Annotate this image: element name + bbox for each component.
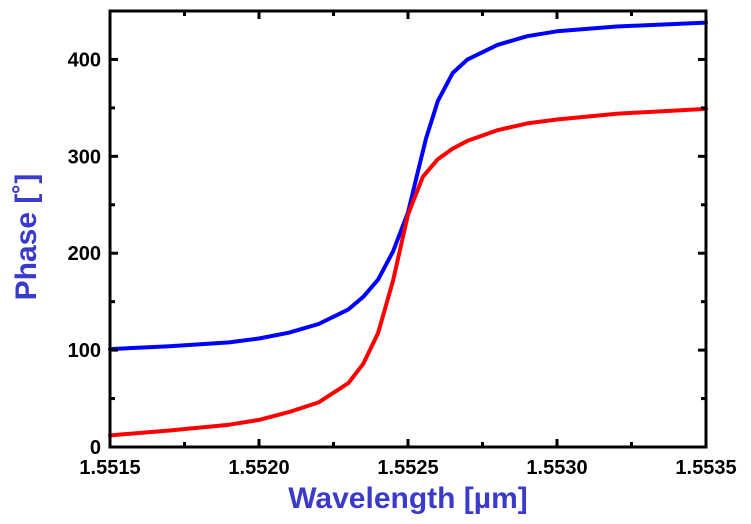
series-line-1: [108, 20, 708, 352]
plot-frame: [108, 9, 708, 449]
x-tick-label: 1.5520: [228, 457, 289, 479]
y-tick-label: 100: [68, 340, 101, 362]
x-tick-label: 1.5535: [675, 457, 736, 479]
y-axis: 0 100 200 300 400: [68, 9, 706, 459]
y-tick-label: 200: [68, 243, 101, 265]
y-axis-title: Phase [˚]: [10, 174, 43, 301]
x-axis-title: Wavelength [µm]: [288, 482, 528, 515]
series-line-2: [108, 106, 708, 438]
x-axis: 1.5515 1.5520 1.5525 1.5530 1.5535: [79, 11, 737, 479]
x-tick-label: 1.5515: [79, 457, 140, 479]
x-tick-label: 1.5530: [526, 457, 587, 479]
y-tick-label: 0: [90, 437, 101, 459]
x-tick-label: 1.5525: [377, 457, 438, 479]
y-tick-label: 300: [68, 146, 101, 168]
y-tick-label: 400: [68, 49, 101, 71]
plot-area: [108, 20, 708, 438]
